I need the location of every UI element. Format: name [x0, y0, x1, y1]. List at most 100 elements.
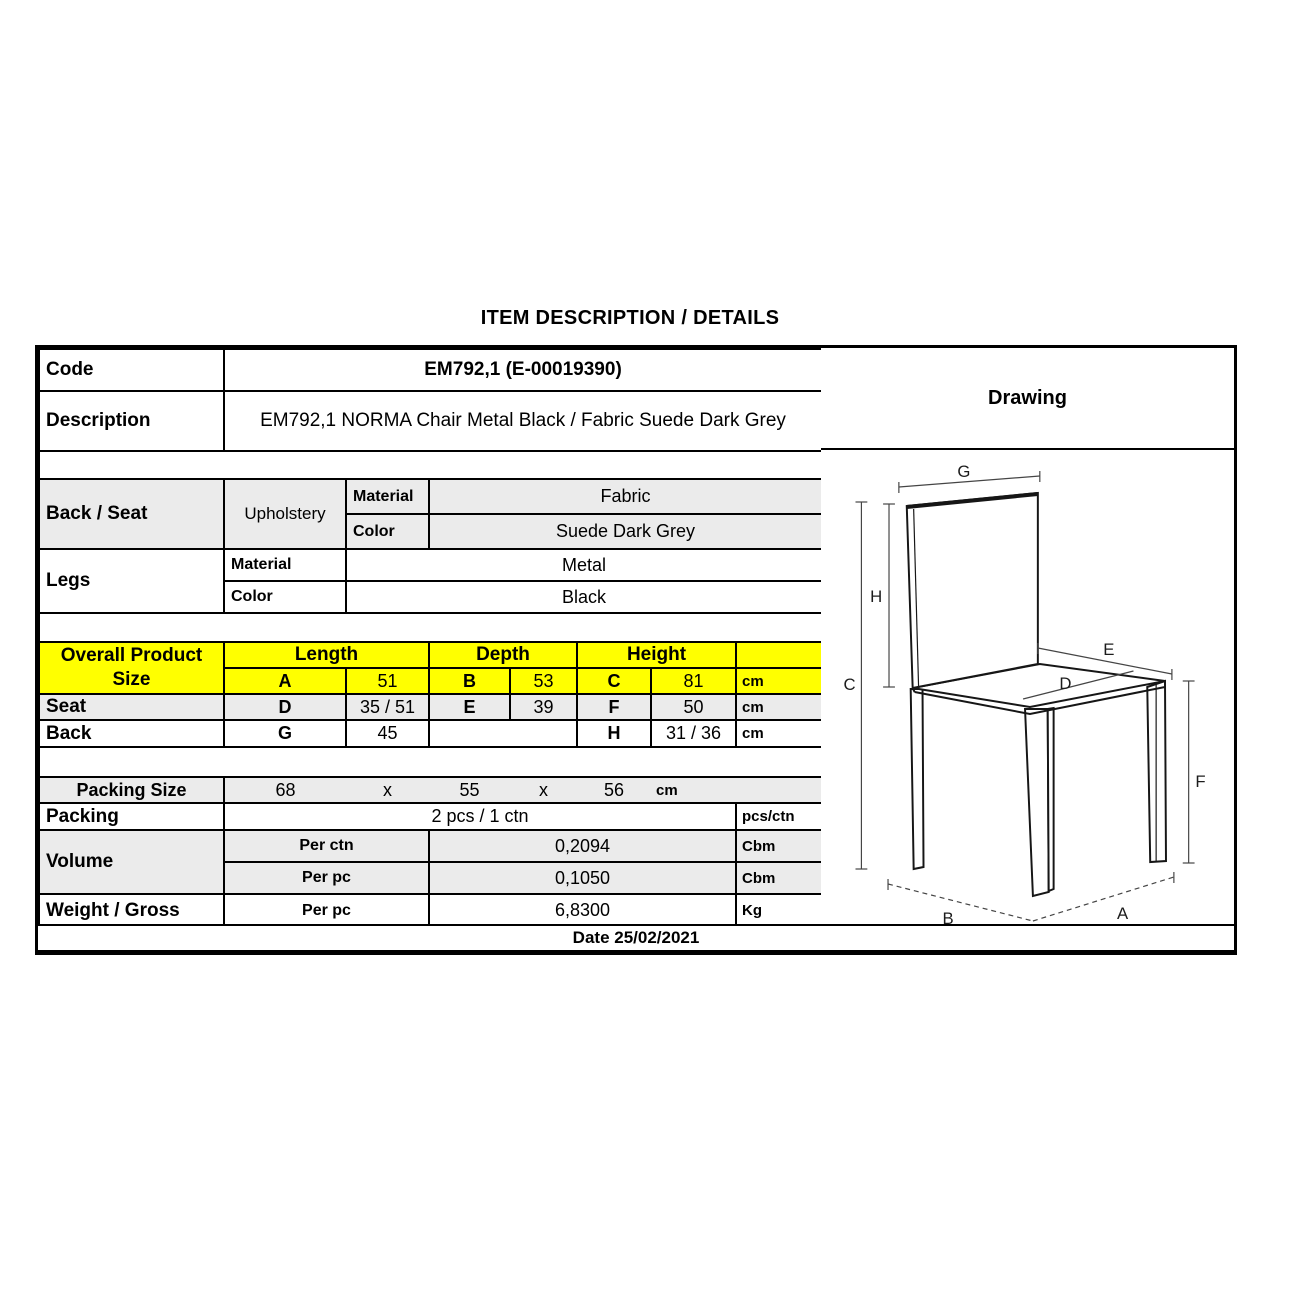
packing-size-height: 56 [577, 776, 651, 804]
row-volume-ctn: Volume Per ctn 0,2094 Cbm [38, 829, 821, 895]
empty-cell [734, 641, 821, 669]
description-value: EM792,1 NORMA Chair Metal Black / Fabric… [260, 410, 786, 431]
chair-back-left-edge [913, 508, 920, 688]
volume-per-pc-value: 0,1050 [428, 861, 737, 895]
legs-color-value: Black [344, 580, 821, 614]
spec-table: Code EM792,1 (E-00019390) Description EM… [38, 348, 821, 924]
dim-g-key: G [223, 719, 347, 748]
empty-cell [428, 719, 578, 748]
dim-a-key: A [223, 667, 347, 695]
volume-label: Volume [38, 829, 225, 895]
dim-line-a [1032, 876, 1175, 922]
dim-line-b [887, 883, 1034, 922]
separator-cell [38, 450, 821, 480]
upholstery-material-label: Material [345, 478, 430, 515]
code-label: Code [38, 348, 225, 392]
weight-unit: Kg [734, 893, 821, 924]
separator-cell [38, 612, 821, 643]
dim-e-value: 39 [509, 693, 578, 721]
dim-label-h: H [870, 587, 882, 606]
overall-size-label-line2: Size [112, 669, 151, 690]
row-packing: Packing 2 pcs / 1 ctn pcs/ctn [38, 802, 821, 831]
page-title: ITEM DESCRIPTION / DETAILS [480, 307, 780, 329]
unit-cm: cm [734, 667, 821, 695]
date-row: Date 25/02/2021 [38, 924, 1234, 950]
overall-size-label: Overall Product Size [38, 641, 225, 695]
row-overall-values: A 51 B 53 C 81 cm [39, 667, 821, 695]
dim-g-value: 45 [345, 719, 430, 748]
legs-material-label: Material [223, 548, 347, 582]
dim-line-g [898, 475, 1040, 488]
dim-f-key: F [576, 693, 652, 721]
row-legs-color: Color Black [39, 580, 821, 614]
separator-cell [38, 746, 821, 778]
dim-f-value: 50 [650, 693, 737, 721]
upholstery-material-value: Fabric [427, 478, 821, 515]
chair-back-top-edge [906, 492, 1039, 509]
chair-drawing-svg: G H C E [844, 462, 1206, 924]
dim-label-d: D [1059, 674, 1071, 693]
col-header-depth: Depth [428, 641, 578, 669]
spec-sheet: Code EM792,1 (E-00019390) Description EM… [35, 345, 1237, 955]
seat-label: Seat [38, 693, 225, 721]
row-back-seat-material: Back / Seat Upholstery Material Fabric [38, 478, 821, 550]
code-value: EM792,1 (E-00019390) [222, 348, 821, 392]
dim-c-value: 81 [650, 667, 737, 695]
row-back: Back G 45 H 31 / 36 cm [38, 719, 821, 748]
col-header-length: Length [223, 641, 430, 669]
col-header-height: Height [576, 641, 737, 669]
dim-h-key: H [576, 719, 652, 748]
packing-size-x2: x [510, 776, 577, 804]
row-description: Description EM792,1 NORMA Chair Metal Bl… [38, 390, 821, 452]
back-seat-label: Back / Seat [38, 478, 225, 550]
dim-c-key: C [576, 667, 652, 695]
row-size-header: Overall Product Size Length Depth Height [38, 641, 821, 695]
dim-line-d [1022, 670, 1134, 700]
weight-per-pc-label: Per pc [223, 893, 430, 924]
dim-label-c: C [844, 675, 856, 694]
chair-leg-back-left [909, 688, 925, 871]
overall-size-label-line1: Overall Product [60, 645, 203, 666]
chair-drawing: G H C E [821, 450, 1234, 924]
dim-d-value: 35 / 51 [345, 693, 430, 721]
drawing-title: Drawing [821, 348, 1234, 450]
description-value-cell: EM792,1 NORMA Chair Metal Black / Fabric… [222, 390, 821, 452]
description-label: Description [38, 390, 225, 452]
unit-cm: cm [734, 719, 821, 748]
volume-per-ctn-unit: Cbm [734, 829, 821, 863]
dim-label-e: E [1103, 640, 1114, 659]
volume-per-pc-label: Per pc [223, 861, 430, 895]
upholstery-label: Upholstery [223, 478, 347, 550]
dim-b-key: B [428, 667, 511, 695]
packing-size-depth: 55 [429, 776, 510, 804]
packing-size-unit: cm [651, 776, 821, 804]
upholstery-color-value: Suede Dark Grey [427, 513, 821, 550]
drawing-panel: Drawing [821, 348, 1234, 924]
row-legs-material: Legs Material Metal [38, 548, 821, 614]
packing-value: 2 pcs / 1 ctn [223, 802, 737, 831]
separator-row [38, 746, 821, 778]
volume-per-ctn-value: 0,2094 [428, 829, 737, 863]
unit-cm: cm [734, 693, 821, 721]
row-seat: Seat D 35 / 51 E 39 F 50 cm [38, 693, 821, 721]
dim-e-key: E [428, 693, 511, 721]
row-volume-pc: Per pc 0,1050 Cbm [39, 861, 821, 895]
dim-label-f: F [1195, 772, 1205, 791]
dim-a-value: 51 [345, 667, 430, 695]
row-code: Code EM792,1 (E-00019390) [38, 348, 821, 392]
packing-label: Packing [38, 802, 225, 831]
legs-material-value: Metal [344, 548, 821, 582]
legs-color-label: Color [223, 580, 347, 614]
dim-d-key: D [223, 693, 347, 721]
row-packing-size: Packing Size 68 x 55 x 56 cm [38, 776, 821, 804]
dim-b-value: 53 [509, 667, 578, 695]
row-weight: Weight / Gross Per pc 6,8300 Kg [38, 893, 821, 924]
spec-table-region: Code EM792,1 (E-00019390) Description EM… [38, 348, 821, 924]
packing-size-width: 68 [224, 776, 346, 804]
chair-back-panel [905, 491, 1039, 690]
legs-label: Legs [38, 548, 225, 614]
dim-label-a: A [1117, 904, 1129, 923]
upholstery-color-label: Color [345, 513, 430, 550]
packing-size-x1: x [346, 776, 429, 804]
